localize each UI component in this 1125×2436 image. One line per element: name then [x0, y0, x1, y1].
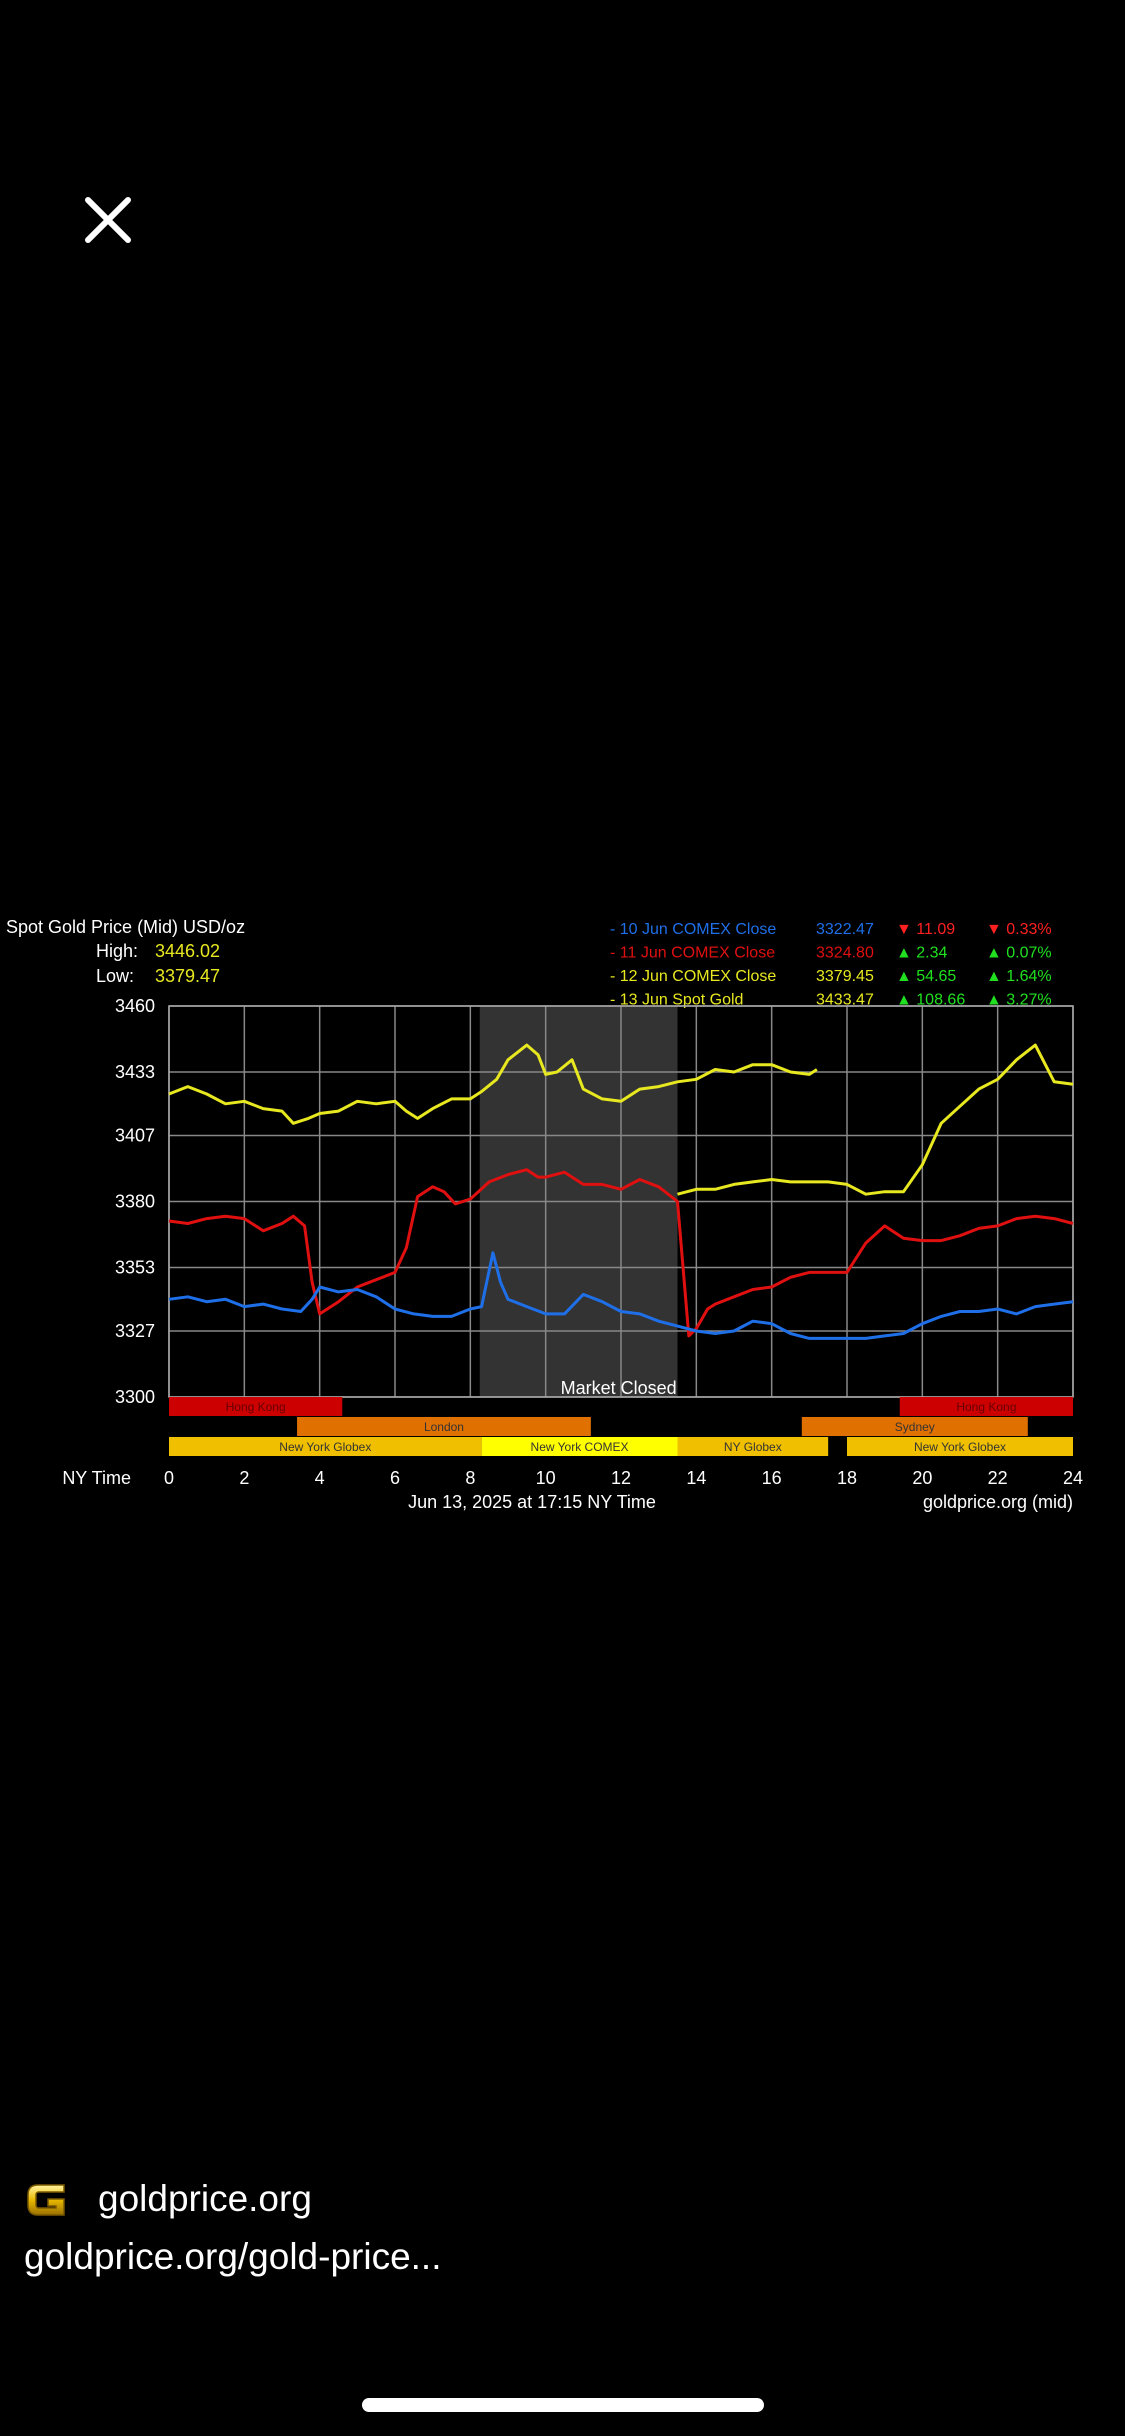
price-series-line: [677, 1043, 1074, 1196]
x-tick-label: 16: [762, 1468, 782, 1488]
y-tick-labels: 3300 3327 3353 3380 3407 3433 3460: [115, 996, 155, 1407]
price-series-line: [168, 1043, 818, 1125]
high-label: High:: [96, 941, 138, 961]
trading-sessions: Hong Kong Hong Kong London Sydney New York G…: [169, 1397, 1073, 1456]
y-tick-label: 3407: [115, 1126, 155, 1146]
legend-label: - 13 Jun Spot Gold: [610, 992, 743, 1009]
session-label: New York Globex: [279, 1440, 371, 1454]
session-bar: [677, 1437, 829, 1456]
page-url[interactable]: goldprice.org/gold-price...: [24, 2236, 442, 2277]
legend-price: 3324.80: [816, 945, 874, 962]
legend-change: ▲ 108.66: [896, 992, 965, 1009]
x-tick-label: 2: [239, 1468, 249, 1488]
legend-price: 3433.47: [816, 992, 874, 1009]
chart-grid: [168, 1005, 1074, 1398]
x-tick-label: 24: [1063, 1468, 1083, 1488]
goldprice-logo-icon: [27, 2184, 65, 2216]
low-label: Low:: [96, 966, 134, 986]
session-bar: [481, 1437, 678, 1456]
chart-source: goldprice.org (mid): [923, 1492, 1073, 1512]
legend-label: - 11 Jun COMEX Close: [610, 945, 775, 962]
chart-subtitle: Jun 13, 2025 at 17:15 NY Time: [408, 1492, 656, 1512]
x-tick-label: 22: [988, 1468, 1008, 1488]
home-indicator[interactable]: [362, 2398, 764, 2412]
site-name: goldprice.org: [98, 2178, 312, 2219]
session-bar: [899, 1397, 1073, 1416]
x-tick-label: 0: [164, 1468, 174, 1488]
session-label: Hong Kong: [226, 1400, 286, 1414]
legend-label: - 12 Jun COMEX Close: [610, 968, 776, 985]
x-tick-label: 10: [536, 1468, 556, 1488]
session-bar: [169, 1437, 482, 1456]
chart-title: Spot Gold Price (Mid) USD/oz: [6, 917, 245, 937]
session-label: Sydney: [895, 1420, 935, 1434]
session-bar: [297, 1417, 591, 1436]
x-tick-label: 18: [837, 1468, 857, 1488]
session-label: NY Globex: [724, 1440, 782, 1454]
session-label: Hong Kong: [956, 1400, 1016, 1414]
x-tick-label: 8: [465, 1468, 475, 1488]
x-tick-label: 20: [912, 1468, 932, 1488]
plot-border: [168, 1005, 1074, 1398]
session-bar: [847, 1437, 1073, 1456]
x-tick-label: 4: [315, 1468, 325, 1488]
y-tick-label: 3327: [115, 1321, 155, 1341]
y-tick-label: 3300: [115, 1387, 155, 1407]
session-label: New York Globex: [914, 1440, 1006, 1454]
legend-change: ▲ 2.34: [896, 945, 948, 962]
y-tick-label: 3460: [115, 996, 155, 1016]
legend-price: 3322.47: [816, 921, 874, 938]
session-label: New York COMEX: [531, 1440, 629, 1454]
legend-pct: ▼ 0.33%: [986, 921, 1052, 938]
y-tick-label: 3353: [115, 1257, 155, 1277]
close-button[interactable]: [78, 190, 138, 250]
x-tick-labels: 0 2 4 6 8 10 12 14 16 18 20 22 24: [164, 1468, 1083, 1488]
legend-change: ▲ 54.65: [896, 968, 956, 985]
gold-price-chart: Spot Gold Price (Mid) USD/oz High: 3446.…: [6, 917, 1083, 1512]
legend-price: 3379.45: [816, 968, 874, 985]
price-lines: [168, 1043, 1074, 1340]
x-tick-label: 6: [390, 1468, 400, 1488]
y-tick-label: 3433: [115, 1062, 155, 1082]
market-closed-label: Market Closed: [561, 1378, 677, 1398]
close-icon: [85, 197, 131, 243]
x-tick-label: 12: [611, 1468, 631, 1488]
site-row[interactable]: goldprice.org: [24, 2175, 312, 2223]
price-series-line: [168, 1251, 1074, 1340]
legend-change: ▼ 11.09: [896, 921, 955, 938]
legend-label: - 10 Jun COMEX Close: [610, 921, 776, 938]
session-bar: [801, 1417, 1028, 1436]
legend-pct: ▲ 3.27%: [986, 992, 1052, 1009]
x-axis-label: NY Time: [62, 1468, 131, 1488]
high-value: 3446.02: [155, 941, 220, 961]
session-bar: [169, 1397, 343, 1416]
legend-pct: ▲ 0.07%: [986, 945, 1052, 962]
low-value: 3379.47: [155, 966, 220, 986]
legend-pct: ▲ 1.64%: [986, 968, 1052, 985]
y-tick-label: 3380: [115, 1192, 155, 1212]
chart-legend: - 10 Jun COMEX Close 3322.47 ▼ 11.09 ▼ 0.33…: [610, 921, 1052, 1009]
session-label: London: [424, 1420, 464, 1434]
x-tick-label: 14: [686, 1468, 706, 1488]
price-series-line: [168, 1168, 1074, 1338]
